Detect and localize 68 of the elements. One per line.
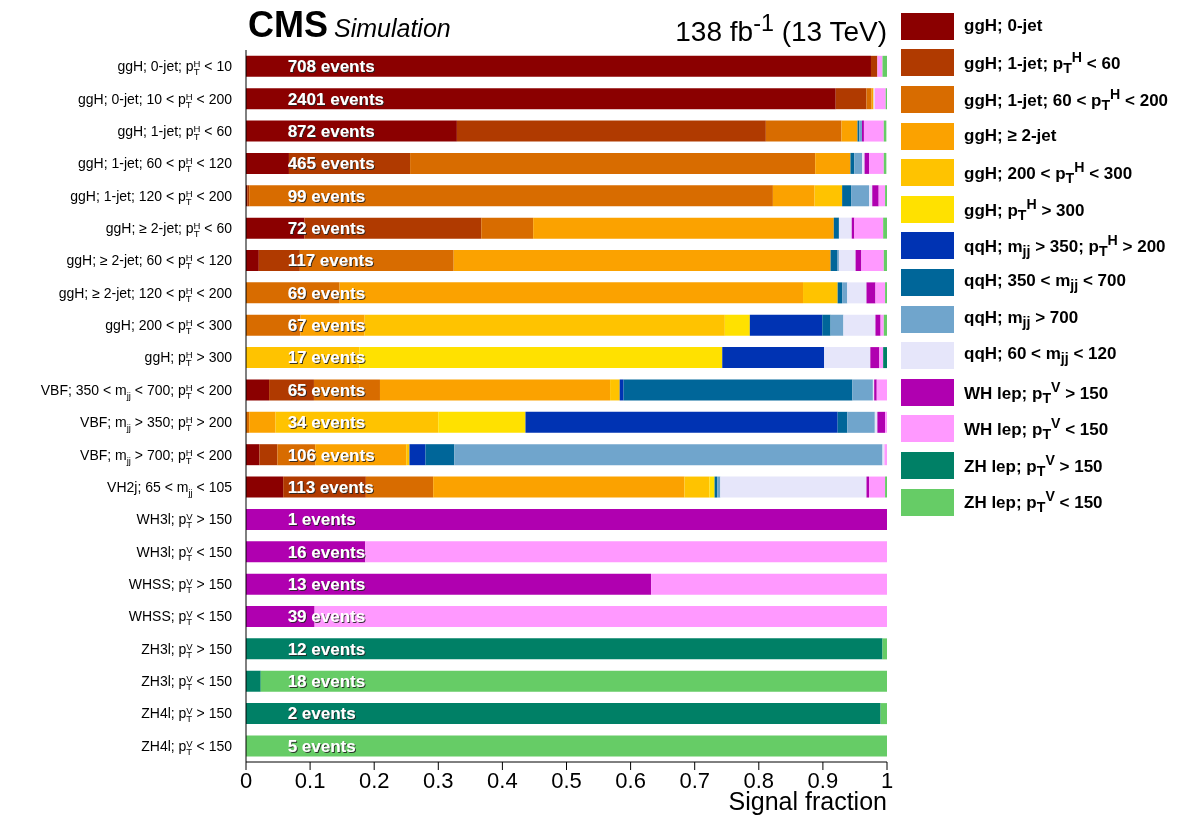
legend-label: ggH; 0-jet xyxy=(964,16,1043,37)
annotation: 106 events xyxy=(287,445,375,465)
y-tick-label: ZH3l; p$_{T}$$^{V}$ < 150 xyxy=(141,672,233,692)
y-tick-label: ZH4l; p$_{T}$$^{V}$ > 150 xyxy=(141,704,233,724)
y-tick-label: VH2j; 65 < m$_{jj}$ < 105 xyxy=(107,478,233,498)
annotation: 2401 events xyxy=(287,89,385,109)
y-tick-label: WHSS; p$_{T}$$^{V}$ > 150 xyxy=(128,575,233,595)
y-tick-label: WH3l; p$_{T}$$^{V}$ < 150 xyxy=(136,543,233,563)
annotation: 465 events xyxy=(287,154,375,174)
y-tick-label: ZH4l; p$_{T}$$^{V}$ < 150 xyxy=(141,737,233,757)
y-tick-label: WH3l; p$_{T}$$^{V}$ > 150 xyxy=(136,510,233,530)
legend-label: qqH; 60 < m$_{jj}$ < 120 xyxy=(964,344,1117,367)
annotation: 34 events xyxy=(287,413,366,433)
y-tick-label: ZH3l; p$_{T}$$^{V}$ > 150 xyxy=(141,640,233,660)
legend-label: ggH; p$_{T}$$^{H}$ > 300 xyxy=(964,195,1085,223)
annotation: 5 events xyxy=(287,736,356,756)
y-tick-label: ggH; 200 < p$_{T}$$^{H}$ < 300 xyxy=(105,316,233,336)
legend-label: ZH lep; p$_{T}$$^{V}$ > 150 xyxy=(964,451,1103,479)
y-tick-label: ggH; 0-jet; p$_{T}$$^{H}$ < 10 xyxy=(117,57,233,77)
y-tick-label: ggH; 0-jet; 10 < p$_{T}$$^{H}$ < 200 xyxy=(78,90,233,110)
x-tick-label: 0.2 xyxy=(358,767,390,793)
y-tick-label: ggH; 1-jet; 60 < p$_{T}$$^{H}$ < 120 xyxy=(78,154,233,174)
annotation: 72 events xyxy=(287,219,366,238)
text: 138 fb$^{-1}$ (13 TeV) xyxy=(675,10,887,49)
legend-label: WH lep; p$_{T}$$^{V}$ > 150 xyxy=(964,378,1109,406)
annotation: 13 events xyxy=(287,575,366,594)
annotation: 69 events xyxy=(287,283,366,303)
legend-label: ggH; 1-jet; 60 < p$_{T}$$^{H}$ < 200 xyxy=(964,85,1169,113)
y-tick-label: ggH; ≥ 2-jet; p$_{T}$$^{H}$ < 60 xyxy=(105,219,233,239)
x-tick-label: 0 xyxy=(239,767,253,793)
legend-label: WH lep; p$_{T}$$^{V}$ < 150 xyxy=(964,415,1109,443)
x-tick-label: 0.7 xyxy=(679,767,710,793)
x-tick-label: 0.6 xyxy=(615,767,646,793)
annotation: 2 events xyxy=(287,704,356,724)
x-tick-label: 0.5 xyxy=(551,767,582,793)
annotation: 16 events xyxy=(287,542,366,562)
y-tick-label: ggH; ≥ 2-jet; 120 < p$_{T}$$^{H}$ < 200 xyxy=(58,284,233,304)
legend-label: ggH; ≥ 2-jet xyxy=(964,126,1057,147)
legend-label: ggH; 200 < p$_{T}$$^{H}$ < 300 xyxy=(964,159,1133,187)
y-tick-label: WHSS; p$_{T}$$^{V}$ < 150 xyxy=(128,607,233,627)
annotation: 113 events xyxy=(287,477,374,497)
y-tick-label: VBF; m$_{jj}$ > 700; p$_{T}$$^{H}$ < 200 xyxy=(80,446,233,466)
x-tick-label: 0.3 xyxy=(423,767,454,793)
annotation: 12 events xyxy=(287,639,366,659)
legend-label: qqH; 350 < m$_{jj}$ < 700 xyxy=(964,271,1126,294)
y-tick-label: VBF; 350 < m$_{jj}$ < 700; p$_{T}$$^{H}$ < 200 xyxy=(40,381,233,401)
y-tick-label: ggH; 1-jet; p$_{T}$$^{H}$ < 60 xyxy=(117,122,233,142)
annotation: 872 events xyxy=(287,121,375,141)
legend-label: qqH; m$_{jj}$ > 350; p$_{T}$$^{H}$ > 200 xyxy=(964,232,1166,260)
legend-label: ggH; 1-jet; p$_{T}$$^{H}$ < 60 xyxy=(964,49,1121,77)
annotation: 1 events xyxy=(287,510,356,530)
legend-label: ZH lep; p$_{T}$$^{V}$ < 150 xyxy=(964,488,1103,516)
annotation: 99 events xyxy=(287,186,366,206)
annotation: 67 events xyxy=(287,316,366,336)
legend-label: qqH; m$_{jj}$ > 700 xyxy=(964,307,1079,331)
x-tick-label: 0.4 xyxy=(487,767,518,793)
y-tick-label: ggH; p$_{T}$$^{H}$ > 300 xyxy=(144,348,233,368)
annotation: 65 events xyxy=(287,380,366,400)
y-tick-label: VBF; m$_{jj}$ > 350; p$_{T}$$^{H}$ > 200 xyxy=(80,413,233,433)
chart-title: CMS xyxy=(248,4,328,45)
annotation: 117 events xyxy=(287,251,374,271)
y-tick-label: ggH; 1-jet; 120 < p$_{T}$$^{H}$ < 200 xyxy=(70,187,233,207)
x-tick-label: 0.1 xyxy=(294,767,326,793)
chart-subtitle: Simulation xyxy=(334,14,451,42)
y-tick-label: ggH; ≥ 2-jet; 60 < p$_{T}$$^{H}$ < 120 xyxy=(66,251,233,271)
annotation: 17 events xyxy=(287,348,366,368)
annotation: 18 events xyxy=(287,672,366,692)
annotation: 708 events xyxy=(287,57,375,77)
